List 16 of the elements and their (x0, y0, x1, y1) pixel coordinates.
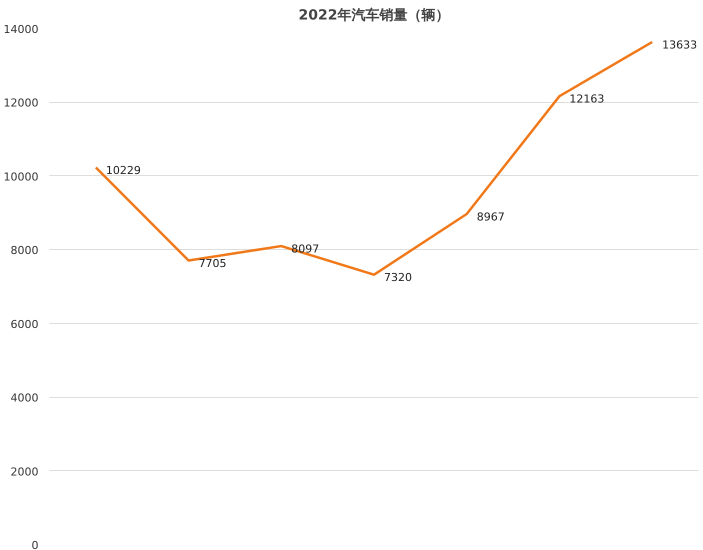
y-tick-label: 6000 (10, 318, 39, 331)
y-tick-label: 10000 (4, 170, 39, 184)
y-tick-label: 2000 (10, 465, 39, 478)
data-label: 7705 (198, 257, 227, 270)
y-tick-label: 14000 (4, 23, 39, 36)
y-tick-label: 0 (32, 539, 38, 550)
y-tick-label: 8000 (10, 244, 39, 258)
data-label: 13633 (662, 38, 698, 52)
data-label: 8967 (476, 210, 505, 224)
y-tick-label: 4000 (10, 392, 39, 405)
data-label: 8097 (291, 242, 320, 256)
y-tick-label: 12000 (4, 96, 39, 110)
data-label: 12163 (569, 92, 604, 106)
data-label: 10229 (106, 164, 141, 177)
data-label: 7320 (384, 271, 412, 284)
chart-title: 2022年汽车销量（辆） (298, 6, 450, 24)
